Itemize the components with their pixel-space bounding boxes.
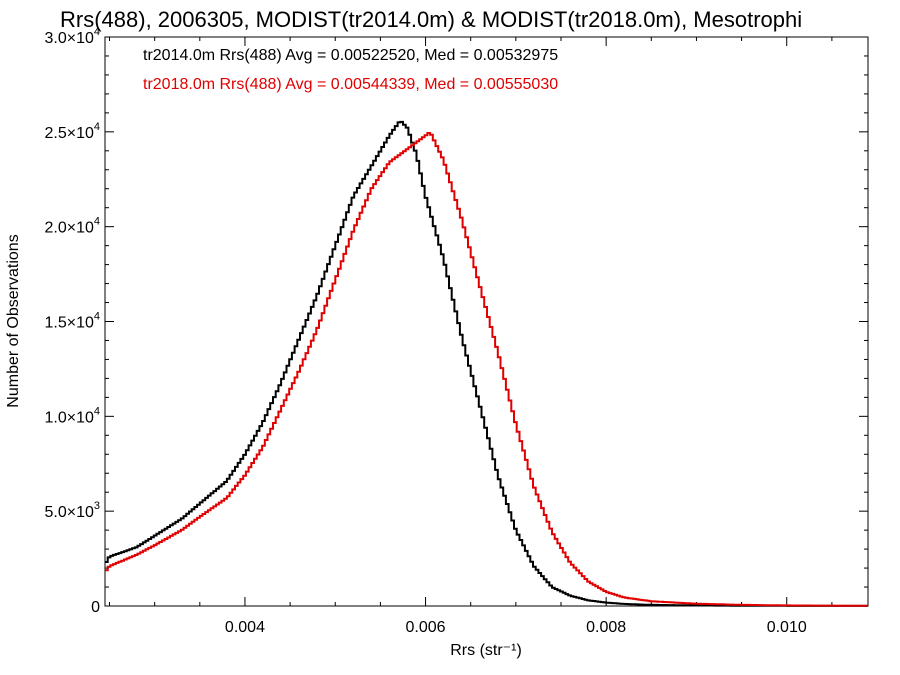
- x-tick-label: 0.004: [225, 619, 265, 636]
- y-tick-label: 0: [91, 599, 100, 616]
- series-2-line: [105, 132, 868, 607]
- y-tick-label: 5.0×103: [44, 500, 100, 521]
- x-tick-label: 0.006: [406, 619, 446, 636]
- y-axis-label: Number of Observations: [5, 234, 22, 407]
- series-layer: [105, 120, 868, 607]
- x-axis-label: Rrs (str⁻¹): [450, 642, 522, 659]
- legend-entry-2: tr2018.0m Rrs(488) Avg = 0.00544339, Med…: [143, 76, 558, 93]
- y-tick-label: 2.5×104: [44, 121, 100, 142]
- y-tick-label: 1.0×104: [44, 405, 100, 426]
- chart-title: Rrs(488), 2006305, MODIST(tr2014.0m) & M…: [60, 7, 802, 32]
- plot-frame: [104, 36, 869, 607]
- x-tick-label: 0.008: [586, 619, 626, 636]
- series-1-line: [105, 120, 868, 607]
- x-tick-label: 0.010: [767, 619, 807, 636]
- legend-entry-1: tr2014.0m Rrs(488) Avg = 0.00522520, Med…: [143, 47, 558, 64]
- y-tick-label: 2.0×104: [44, 216, 100, 237]
- y-tick-label: 3.0×104: [44, 26, 100, 47]
- y-tick-label: 1.5×104: [44, 311, 100, 332]
- x-axis-ticks: 0.004 0.006 0.008 0.010: [109, 37, 833, 636]
